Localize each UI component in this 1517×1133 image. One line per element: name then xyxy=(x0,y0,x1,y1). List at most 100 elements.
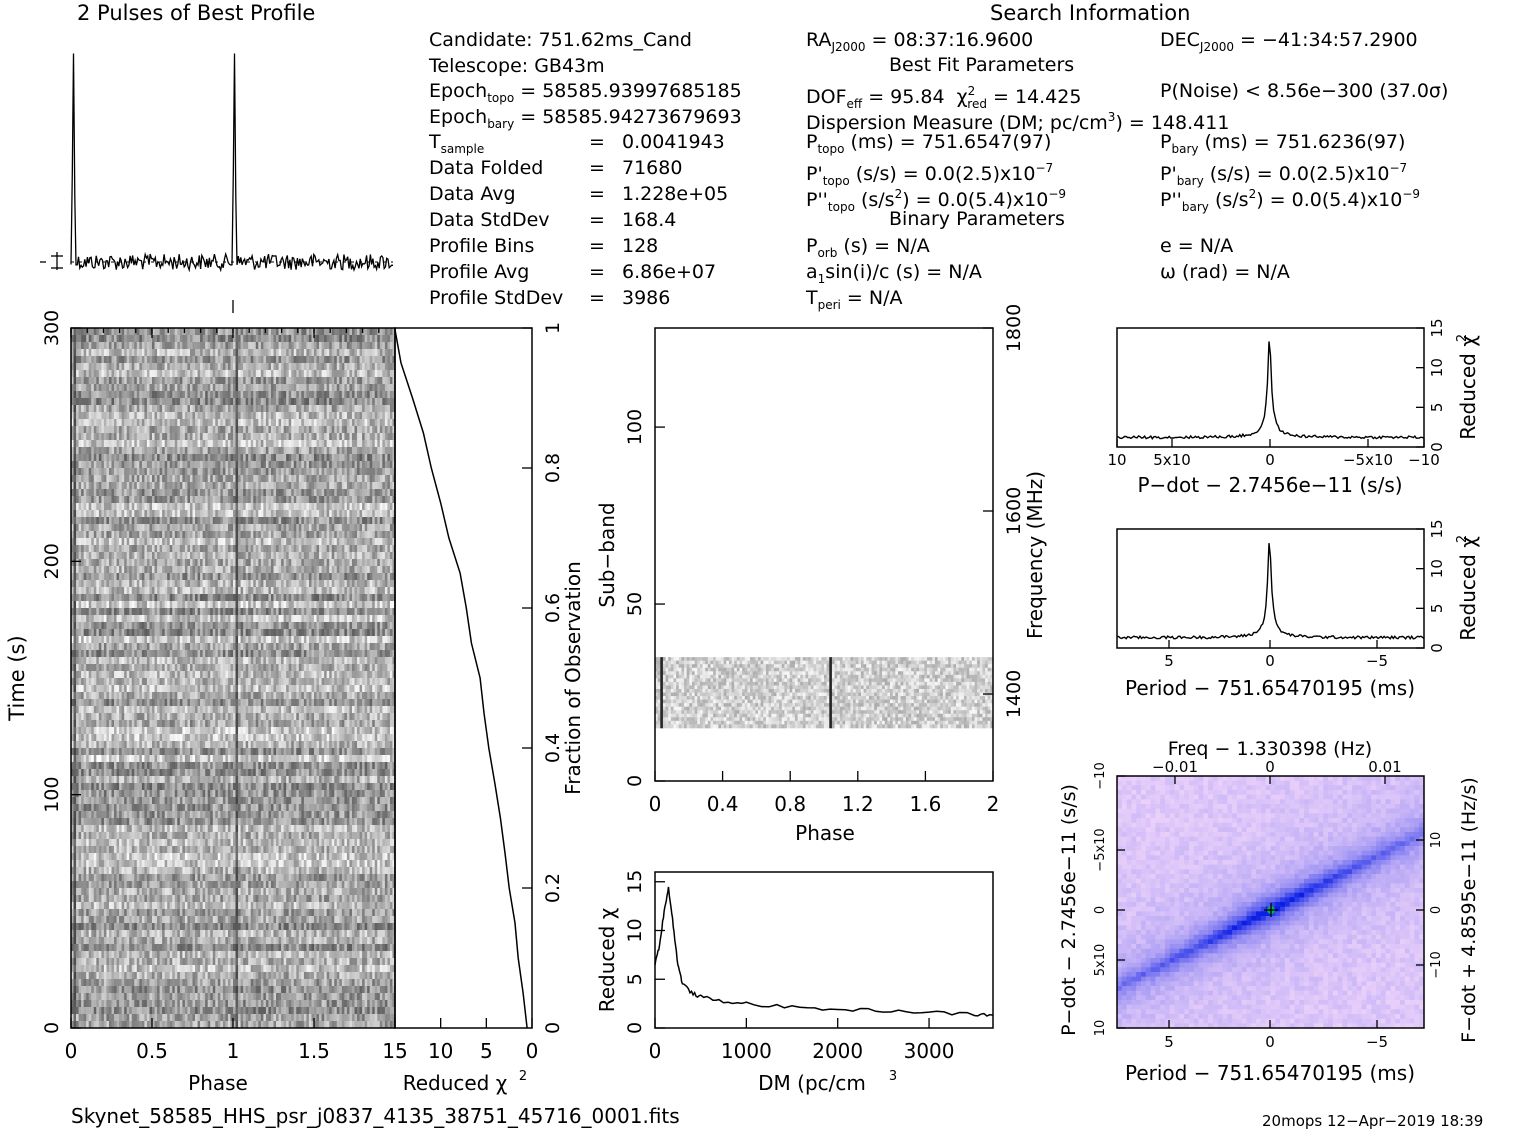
time-phase-cell xyxy=(215,335,218,342)
time-phase-cell xyxy=(112,377,115,384)
time-phase-cell xyxy=(180,363,183,370)
time-phase-cell xyxy=(101,412,104,419)
time-phase-cell xyxy=(198,335,201,342)
time-phase-cell xyxy=(220,384,223,391)
time-phase-cell xyxy=(322,517,325,524)
time-phase-cell xyxy=(127,363,130,370)
time-phase-cell xyxy=(286,489,289,496)
time-phase-cell xyxy=(114,328,117,335)
time-phase-cell xyxy=(357,594,360,601)
time-phase-cell xyxy=(337,405,340,412)
time-phase-cell xyxy=(332,384,335,391)
time-phase-cell xyxy=(79,468,82,475)
time-phase-cell xyxy=(304,538,307,545)
time-phase-cell xyxy=(177,349,180,356)
time-phase-cell xyxy=(228,461,231,468)
time-phase-cell xyxy=(258,419,261,426)
time-phase-cell xyxy=(268,377,271,384)
time-phase-cell xyxy=(228,363,231,370)
time-phase-cell xyxy=(155,335,158,342)
time-phase-cell xyxy=(112,433,115,440)
time-phase-cell xyxy=(263,580,266,587)
time-phase-cell xyxy=(149,405,152,412)
time-phase-cell xyxy=(137,377,140,384)
time-phase-cell xyxy=(253,384,256,391)
time-phase-cell xyxy=(99,349,102,356)
time-phase-cell xyxy=(276,482,279,489)
time-phase-cell xyxy=(268,454,271,461)
time-phase-cell xyxy=(380,426,383,433)
time-phase-cell xyxy=(172,454,175,461)
time-phase-cell xyxy=(317,370,320,377)
time-phase-cell xyxy=(253,524,256,531)
time-phase-cell xyxy=(225,489,228,496)
time-phase-cell xyxy=(122,503,125,510)
time-phase-cell xyxy=(286,391,289,398)
time-phase-cell xyxy=(309,559,312,566)
time-phase-cell xyxy=(99,531,102,538)
time-phase-cell xyxy=(177,363,180,370)
time-phase-cell xyxy=(342,552,345,559)
time-phase-cell xyxy=(114,524,117,531)
time-phase-cell xyxy=(362,566,365,573)
time-phase-cell xyxy=(157,433,160,440)
time-phase-cell xyxy=(296,335,299,342)
time-phase-cell xyxy=(276,468,279,475)
time-phase-cell xyxy=(127,447,130,454)
time-phase-cell xyxy=(162,398,165,405)
time-phase-cell xyxy=(367,489,370,496)
time-phase-cell xyxy=(109,454,112,461)
time-phase-cell xyxy=(190,594,193,601)
time-phase-cell xyxy=(147,573,150,580)
time-phase-cell xyxy=(155,468,158,475)
time-phase-cell xyxy=(390,405,393,412)
time-phase-cell xyxy=(385,377,388,384)
time-phase-cell xyxy=(375,517,378,524)
time-phase-cell xyxy=(165,517,168,524)
time-phase-cell xyxy=(94,545,97,552)
time-phase-cell xyxy=(274,538,277,545)
time-phase-cell xyxy=(215,538,218,545)
time-phase-cell xyxy=(334,363,337,370)
time-phase-cell xyxy=(251,580,254,587)
time-phase-cell xyxy=(124,573,127,580)
time-phase-cell xyxy=(187,517,190,524)
time-phase-cell xyxy=(84,566,87,573)
time-phase-cell xyxy=(306,475,309,482)
time-phase-cell xyxy=(286,349,289,356)
time-phase-cell xyxy=(347,538,350,545)
time-phase-cell xyxy=(268,566,271,573)
time-phase-cell xyxy=(160,545,163,552)
time-phase-cell xyxy=(294,356,297,363)
time-phase-cell xyxy=(101,580,104,587)
time-phase-cell xyxy=(213,349,216,356)
time-phase-cell xyxy=(129,559,132,566)
time-phase-cell xyxy=(317,377,320,384)
time-phase-cell xyxy=(147,454,150,461)
time-phase-cell xyxy=(329,531,332,538)
time-phase-cell xyxy=(132,440,135,447)
time-phase-cell xyxy=(91,524,94,531)
time-phase-cell xyxy=(289,391,292,398)
time-phase-cell xyxy=(284,482,287,489)
time-phase-cell xyxy=(198,482,201,489)
time-phase-cell xyxy=(79,335,82,342)
time-phase-cell xyxy=(357,552,360,559)
time-phase-cell xyxy=(112,573,115,580)
time-phase-cell xyxy=(198,531,201,538)
time-phase-cell xyxy=(215,405,218,412)
time-phase-cell xyxy=(114,440,117,447)
time-phase-cell xyxy=(210,398,213,405)
time-phase-cell xyxy=(349,454,352,461)
time-phase-cell xyxy=(355,363,358,370)
time-phase-cell xyxy=(134,412,137,419)
time-phase-cell xyxy=(382,538,385,545)
time-phase-cell xyxy=(236,552,239,559)
time-phase-cell xyxy=(266,524,269,531)
time-phase-cell xyxy=(109,405,112,412)
time-phase-cell xyxy=(112,489,115,496)
time-phase-cell xyxy=(248,503,251,510)
time-phase-cell xyxy=(144,461,147,468)
time-phase-cell xyxy=(291,363,294,370)
time-phase-cell xyxy=(152,538,155,545)
